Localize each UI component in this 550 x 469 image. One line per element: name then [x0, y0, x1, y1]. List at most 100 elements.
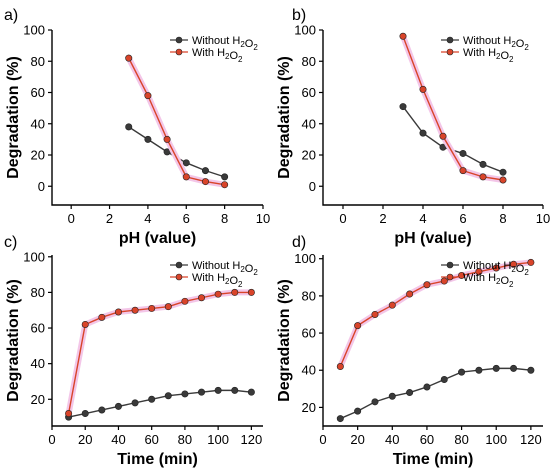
- data-point-without: [231, 386, 239, 394]
- data-point-without: [354, 407, 362, 415]
- data-point-with: [388, 301, 396, 309]
- data-point-without: [423, 383, 431, 391]
- data-point-without: [247, 388, 255, 396]
- chart-panel-3: 0 20 40 60 80 100 120 20 40 60 80 100 Time (min) Degr…: [4, 234, 263, 468]
- data-point-with: [81, 320, 89, 328]
- data-point-with: [231, 288, 239, 296]
- y-tick-label: 20: [302, 148, 316, 163]
- series-halo: [126, 56, 226, 188]
- data-point-with: [459, 167, 467, 175]
- x-tick-label: 2: [379, 211, 386, 226]
- data-point-with: [65, 410, 73, 418]
- data-point-without: [371, 398, 379, 406]
- legend-marker-without: [175, 261, 183, 269]
- x-tick-label: 80: [454, 432, 468, 447]
- y-tick-label: 60: [302, 326, 316, 341]
- x-axis-label: pH (value): [119, 230, 196, 247]
- data-point-without: [406, 389, 414, 397]
- series-line-without: [340, 367, 531, 420]
- x-tick-label: 6: [183, 211, 190, 226]
- y-tick-label: 100: [294, 23, 316, 38]
- x-tick-label: 4: [144, 211, 151, 226]
- y-tick-label: 20: [31, 148, 45, 163]
- y-tick-label: 0: [38, 179, 45, 194]
- data-point-with: [163, 135, 171, 143]
- series-line-without: [402, 106, 504, 173]
- data-point-without: [164, 392, 172, 400]
- data-point-without: [475, 366, 483, 374]
- x-tick-label: 20: [350, 432, 364, 447]
- data-point-without: [81, 410, 89, 418]
- data-point-with: [458, 271, 466, 279]
- x-tick-label: 60: [144, 432, 158, 447]
- data-point-with: [399, 32, 407, 40]
- data-point-with: [221, 181, 229, 189]
- axis-frame: [51, 30, 263, 206]
- series-line-without: [68, 389, 252, 418]
- data-point-without: [399, 103, 407, 111]
- legend-marker-without: [175, 36, 183, 44]
- y-axis-label: Degradation (%): [276, 279, 293, 402]
- data-point-without: [214, 386, 222, 394]
- data-point-without: [492, 364, 500, 372]
- data-point-without: [125, 123, 133, 131]
- data-point-with: [423, 281, 431, 289]
- y-tick-label: 60: [302, 85, 316, 100]
- data-point-with: [479, 173, 487, 181]
- x-tick-label: 40: [385, 432, 399, 447]
- legend-marker-without: [446, 261, 454, 269]
- x-tick-label: 0: [68, 211, 75, 226]
- data-point-without: [479, 160, 487, 168]
- x-tick-label: 120: [520, 432, 542, 447]
- x-tick-label: 2: [106, 211, 113, 226]
- panel-label: a): [4, 7, 18, 24]
- x-tick-label: 120: [241, 432, 263, 447]
- data-point-with: [164, 303, 172, 311]
- y-tick-label: 80: [31, 285, 45, 300]
- data-point-without: [510, 364, 518, 372]
- data-point-without: [144, 135, 152, 143]
- legend-label-with: With H2O2: [192, 272, 243, 289]
- data-point-with: [182, 173, 190, 181]
- legend-marker-with: [446, 273, 454, 281]
- y-tick-label: 60: [31, 85, 45, 100]
- data-point-with: [125, 54, 133, 62]
- x-axis-label: Time (min): [117, 451, 198, 468]
- x-tick-label: 0: [48, 432, 55, 447]
- data-point-without: [336, 415, 344, 423]
- data-point-without: [459, 149, 467, 157]
- y-tick-label: 100: [294, 251, 316, 266]
- y-axis-label: Degradation (%): [276, 56, 293, 179]
- data-point-with: [214, 290, 222, 298]
- data-point-without: [221, 173, 229, 181]
- data-point-with: [440, 277, 448, 285]
- legend-label-without: Without H2O2: [192, 35, 258, 52]
- data-point-with: [510, 260, 518, 268]
- data-point-without: [131, 399, 139, 407]
- x-tick-label: 0: [319, 432, 326, 447]
- data-point-with: [336, 363, 344, 371]
- y-tick-label: 100: [23, 23, 45, 38]
- data-point-without: [201, 167, 209, 175]
- data-point-without: [388, 392, 396, 400]
- data-point-with: [98, 313, 106, 321]
- data-point-without: [527, 366, 535, 374]
- legend-label-without: Without H2O2: [463, 35, 529, 52]
- y-tick-label: 20: [31, 392, 45, 407]
- legend-marker-with: [175, 273, 183, 281]
- data-point-with: [198, 294, 206, 302]
- data-point-without: [98, 406, 106, 414]
- data-point-without: [182, 159, 190, 167]
- axis-frame: [322, 30, 543, 206]
- data-point-with: [131, 306, 139, 314]
- legend-label-with: With H2O2: [463, 47, 514, 64]
- legend-label-without: Without H2O2: [192, 260, 258, 277]
- y-tick-label: 60: [31, 321, 45, 336]
- data-point-without: [440, 376, 448, 384]
- data-point-without: [419, 129, 427, 137]
- x-tick-label: 20: [78, 432, 92, 447]
- x-tick-label: 40: [111, 432, 125, 447]
